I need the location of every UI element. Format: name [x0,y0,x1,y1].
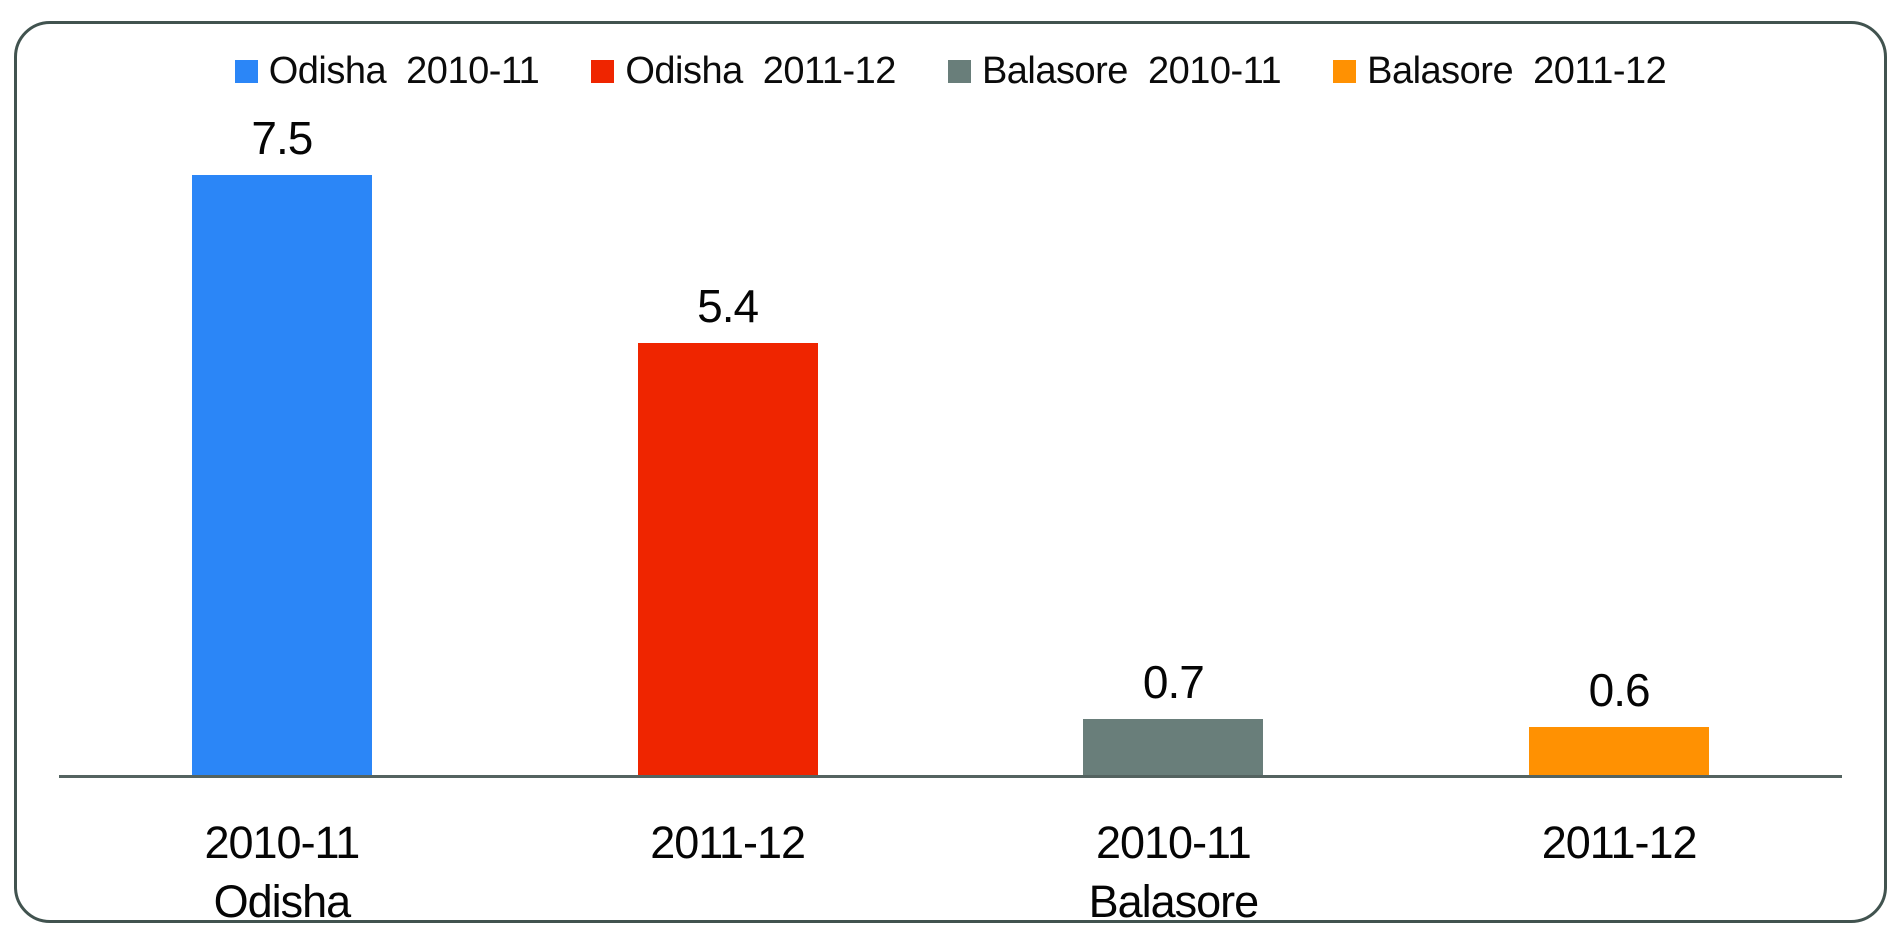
bar-value-label: 5.4 [697,280,759,332]
legend-item-2: Balasore 2010-11 [947,50,1282,93]
legend-label: Balasore 2010-11 [981,50,1282,92]
bar-slot-balasore-2011-12: 0.6 [1396,115,1842,775]
legend-item-0: Odisha 2010-11 [234,50,540,93]
x-axis-label-period: 2010-11 [204,817,360,868]
x-axis-label-period: 2010-11 [1095,817,1252,868]
bar-balasore-2010-11 [1083,719,1264,775]
bar-value-label: 0.7 [1142,656,1205,708]
legend-swatch-icon [1333,60,1357,83]
x-axis-labels: 2010-11 Odisha 2011-12 2010-11 Balasore 2011-… [59,775,1842,931]
x-axis-label-balasore-2010-11: 2010-11 Balasore [951,813,1397,931]
x-axis-label-region: Balasore [1088,876,1260,927]
legend-item-1: Odisha 2011-12 [591,50,896,93]
bar-slot-odisha-2010-11: 7.5 [59,115,505,775]
x-axis-label-balasore-2011-12: 2011-12 [1396,813,1842,931]
legend-item-3: Balasore 2011-12 [1333,50,1667,93]
x-axis-label-odisha-2011-12: 2011-12 [505,813,951,931]
bar-value-label: 7.5 [251,112,313,164]
chart-legend: Odisha 2010-11 Odisha 2011-12 Balasore 201… [17,50,1884,93]
legend-swatch-icon [947,60,971,83]
bar-odisha-2011-12 [637,343,818,775]
bar-value-label: 0.6 [1588,664,1651,716]
bar-odisha-2010-11 [191,175,372,775]
legend-swatch-icon [234,60,258,83]
legend-label: Odisha 2010-11 [268,50,540,92]
x-axis-label-period: 2011-12 [650,817,806,868]
bar-slot-odisha-2011-12: 5.4 [505,115,951,775]
plot-area: 7.5 5.4 0.7 0.6 [59,115,1842,778]
bar-slot-balasore-2010-11: 0.7 [951,115,1397,775]
x-axis-label-period: 2011-12 [1541,817,1698,868]
legend-label: Odisha 2011-12 [625,50,896,92]
x-axis-label-odisha-2010-11: 2010-11 Odisha [59,813,505,931]
x-axis-line [59,775,1842,778]
chart-frame: Odisha 2010-11 Odisha 2011-12 Balasore 201… [14,21,1887,927]
legend-label: Balasore 2011-12 [1367,50,1667,92]
bar-balasore-2011-12 [1529,727,1710,775]
legend-swatch-icon [591,60,615,83]
x-axis-label-region: Odisha [213,876,352,927]
